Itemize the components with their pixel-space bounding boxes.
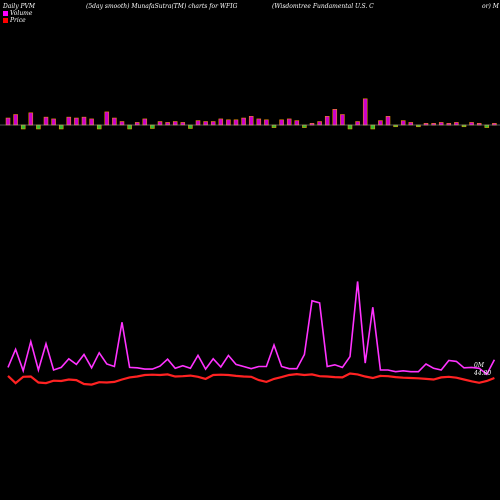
legend-volume-swatch — [3, 11, 8, 16]
volume-bar — [484, 124, 490, 128]
volume-bar — [294, 120, 300, 126]
volume-bar — [127, 124, 132, 130]
volume-bar — [172, 121, 178, 126]
volume-bar — [378, 120, 383, 126]
chart-title-middle: (5day smooth) MunafaSutra(TM) charts for… — [86, 3, 238, 10]
price-line — [7, 372, 495, 386]
volume-bar — [43, 116, 49, 126]
chart-title-left: Daily PVM — [3, 3, 36, 10]
volume-smooth-line — [7, 281, 496, 376]
volume-bar — [332, 109, 338, 126]
volume-bar — [74, 117, 79, 126]
volume-bar — [96, 124, 102, 130]
legend-price: Price — [3, 17, 26, 24]
volume-bar — [157, 121, 163, 126]
volume-bar — [119, 121, 125, 126]
volume-bar — [28, 112, 34, 126]
volume-bar — [51, 118, 56, 126]
volume-bar — [66, 116, 72, 126]
volume-bar — [400, 120, 406, 126]
volume-bar — [104, 111, 110, 126]
volume-bar — [438, 122, 444, 126]
volume-bar — [142, 118, 148, 126]
volume-bar — [370, 124, 376, 130]
volume-bar — [89, 118, 94, 126]
volume-bar — [203, 121, 208, 126]
volume-bar — [454, 122, 459, 126]
volume-bar — [112, 117, 117, 126]
legend-price-swatch — [3, 18, 8, 23]
legend-price-label: Price — [10, 17, 26, 24]
volume-bar — [317, 121, 322, 126]
chart-title-right: (Wisdomtree Fundamental U.S. C — [272, 3, 374, 10]
volume-end-label: 0M — [474, 362, 485, 369]
volume-bar — [271, 124, 277, 128]
chart-title-right-cut: or) M — [482, 3, 499, 10]
volume-bar — [150, 124, 155, 129]
volume-bar — [233, 119, 239, 126]
volume-bar — [218, 118, 224, 126]
volume-bar — [20, 124, 26, 130]
volume-bar — [340, 114, 345, 126]
volume-bar — [256, 118, 262, 126]
volume-bar — [355, 121, 360, 126]
volume-bar — [210, 121, 216, 126]
volume-bar — [165, 122, 170, 126]
volume-bar — [324, 116, 330, 126]
volume-bar — [469, 122, 474, 126]
volume-bar — [362, 98, 368, 126]
volume-bar — [134, 122, 140, 126]
volume-bar — [180, 122, 186, 126]
volume-bar — [13, 114, 18, 126]
volume-bar — [408, 122, 414, 126]
volume-bar — [302, 124, 307, 128]
volume-bar — [347, 124, 353, 130]
volume-bar — [264, 119, 269, 126]
volume-bar — [286, 118, 292, 126]
volume-bar — [58, 124, 64, 130]
volume-bar — [385, 116, 391, 126]
volume-bar — [188, 124, 193, 129]
volume-bar — [226, 119, 231, 126]
price-end-label: 44.80 — [473, 370, 491, 377]
legend-volume: Volume — [3, 10, 32, 17]
volume-bar — [195, 120, 201, 126]
volume-bar — [5, 117, 11, 126]
volume-bar — [248, 116, 254, 126]
volume-bar — [279, 119, 284, 126]
volume-bar — [81, 116, 87, 126]
volume-bar — [36, 124, 41, 130]
volume-bar — [241, 117, 246, 126]
legend-volume-label: Volume — [10, 10, 33, 17]
